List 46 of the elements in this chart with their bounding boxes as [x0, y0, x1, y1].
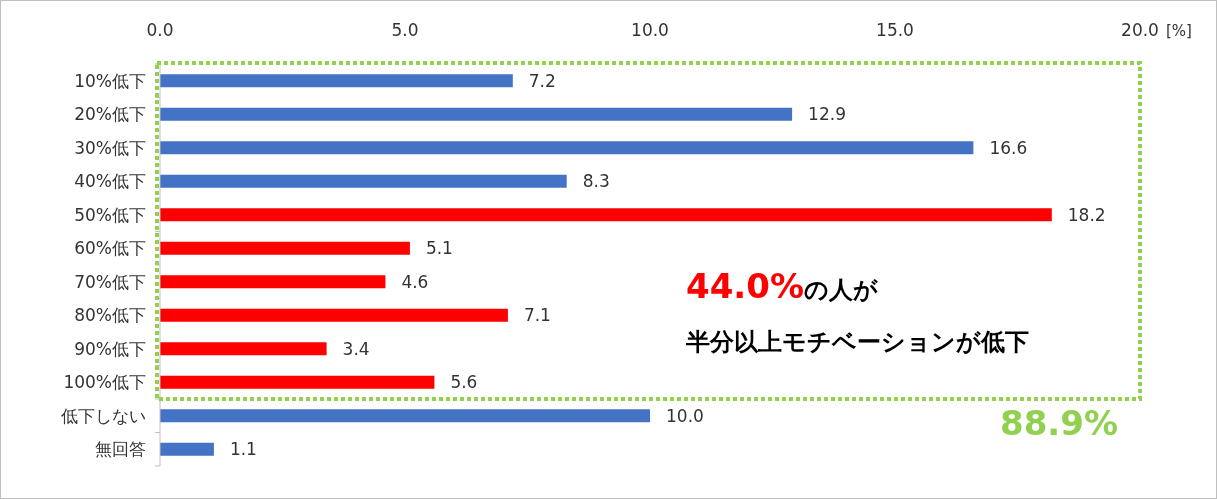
y-tick-label: 40%低下: [74, 171, 146, 192]
bar: [160, 208, 1052, 222]
x-axis-title: [%]: [1166, 22, 1192, 40]
data-label: 8.3: [582, 171, 610, 192]
x-tick-label: 20.0: [1121, 20, 1159, 40]
annotation: 44.0%: [686, 266, 804, 306]
bar: [160, 342, 327, 356]
bar: [160, 107, 793, 121]
x-tick-label: 15.0: [876, 20, 914, 40]
y-tick-label: 90%低下: [74, 338, 146, 359]
y-tick-label: 30%低下: [74, 137, 146, 158]
annotation: 半分以上モチベーションが低下: [685, 328, 1029, 356]
bar: [160, 409, 650, 423]
y-tick-label: 80%低下: [74, 305, 146, 326]
y-tick-label: 60%低下: [74, 238, 146, 259]
y-tick-label: 100%低下: [63, 372, 146, 393]
annotation: 88.9%: [1000, 403, 1118, 443]
y-tick-label: 低下しない: [61, 405, 146, 426]
x-tick-label: 10.0: [631, 20, 669, 40]
y-tick-label: 10%低下: [74, 70, 146, 91]
y-tick-label: 20%低下: [74, 104, 146, 125]
y-tick-label: 70%低下: [74, 271, 146, 292]
data-label: 12.9: [808, 104, 846, 125]
data-label: 10.0: [666, 405, 704, 426]
data-label: 18.2: [1067, 204, 1106, 225]
x-tick-label: 0.0: [146, 20, 174, 40]
bar: [160, 141, 974, 155]
bar: [160, 308, 508, 322]
data-label: 16.6: [989, 137, 1028, 158]
data-label: 1.1: [229, 439, 257, 460]
bar: [160, 442, 214, 456]
data-label: 3.4: [342, 338, 370, 359]
data-label: 4.6: [401, 271, 429, 292]
bar: [160, 375, 435, 389]
annotation: の人が: [803, 276, 878, 304]
bar: [160, 74, 513, 88]
y-tick-label: 50%低下: [74, 204, 146, 225]
bar: [160, 241, 410, 255]
data-label: 7.2: [528, 70, 556, 91]
data-label: 5.1: [425, 238, 453, 259]
x-tick-label: 5.0: [391, 20, 419, 40]
bar: [160, 275, 386, 289]
data-label: 5.6: [450, 372, 478, 393]
bar: [160, 174, 567, 188]
y-tick-label: 無回答: [95, 439, 146, 460]
data-label: 7.1: [523, 305, 551, 326]
